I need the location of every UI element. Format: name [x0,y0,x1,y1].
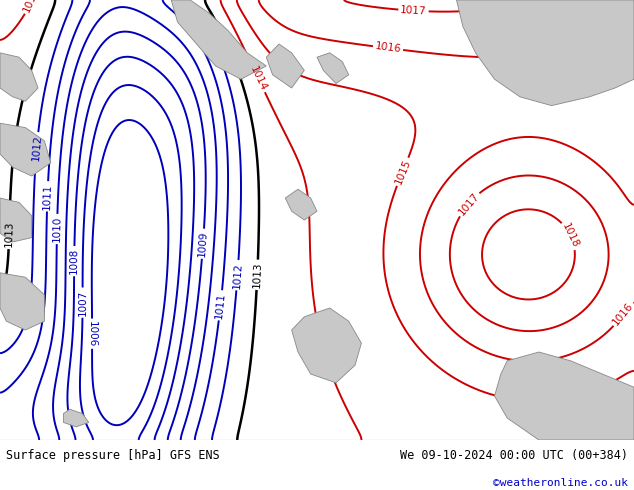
Polygon shape [292,308,361,383]
Text: Surface pressure [hPa] GFS ENS: Surface pressure [hPa] GFS ENS [6,448,220,462]
Text: 1018: 1018 [560,221,581,249]
Text: 1007: 1007 [77,290,87,316]
Text: 1012: 1012 [231,262,243,289]
Polygon shape [266,44,304,88]
Text: 1017: 1017 [400,5,427,17]
Polygon shape [0,273,44,330]
Text: 1008: 1008 [69,248,79,274]
Text: 1011: 1011 [42,183,53,210]
Text: 1014: 1014 [22,0,41,14]
Text: 1013: 1013 [252,261,263,288]
Text: 1013: 1013 [4,220,15,247]
Text: 1006: 1006 [87,320,97,347]
Polygon shape [317,53,349,84]
Polygon shape [0,53,38,101]
Text: 1016: 1016 [374,42,402,55]
Polygon shape [63,409,89,427]
Text: 1012: 1012 [30,134,43,161]
Text: 1017: 1017 [456,191,481,217]
Text: We 09-10-2024 00:00 UTC (00+384): We 09-10-2024 00:00 UTC (00+384) [399,448,628,462]
Text: 1014: 1014 [248,65,269,93]
Polygon shape [456,0,634,106]
Text: ©weatheronline.co.uk: ©weatheronline.co.uk [493,477,628,488]
Text: 1010: 1010 [52,216,62,242]
Text: 1011: 1011 [214,292,227,319]
Text: 1016: 1016 [611,301,634,327]
Polygon shape [0,198,32,242]
Polygon shape [0,123,51,176]
Polygon shape [171,0,266,79]
Text: 1015: 1015 [393,158,412,186]
Polygon shape [285,189,317,220]
Text: 1009: 1009 [197,230,209,257]
Polygon shape [495,352,634,440]
